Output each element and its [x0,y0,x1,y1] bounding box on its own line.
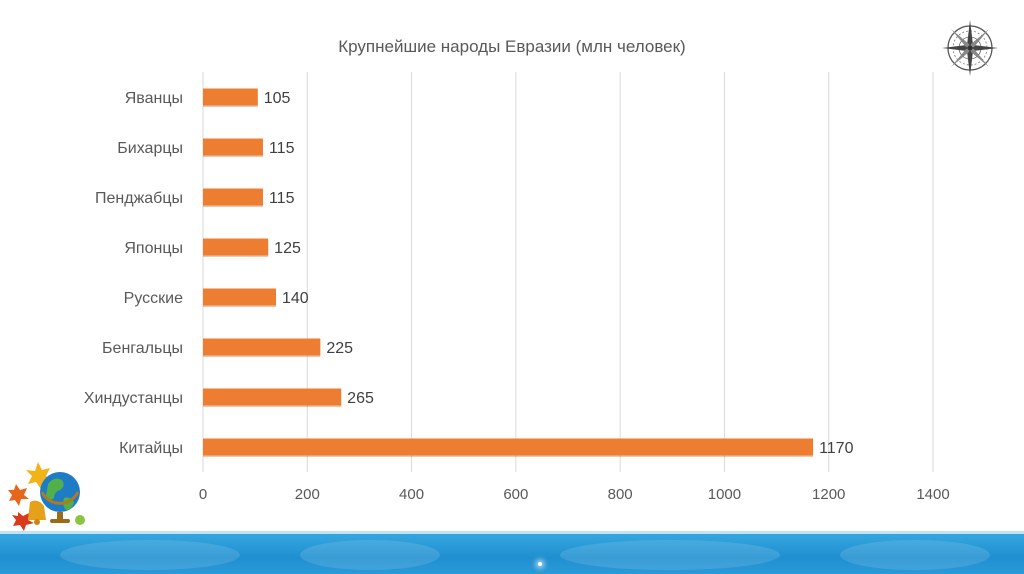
footer-band [0,534,1024,574]
x-tick-label: 200 [295,486,320,503]
bars [203,88,814,457]
category-label: Хиндустанцы [84,390,183,407]
bar [203,338,321,356]
map-continent-shape [560,540,780,570]
data-label: 105 [264,90,291,107]
map-continent-shape [60,540,240,570]
bar [203,88,258,106]
bar [203,288,276,306]
data-label: 265 [347,390,374,407]
bar [203,138,263,156]
bar [203,188,263,206]
x-tick-label: 400 [399,486,424,503]
category-label: Пенджабцы [95,190,183,207]
chart-title: Крупнейшие народы Евразии (млн человек) [338,37,685,56]
x-tick-label: 600 [503,486,528,503]
map-continent-shape [840,540,990,570]
data-label: 140 [282,290,309,307]
x-tick-label: 800 [608,486,633,503]
x-axis-tick-labels: 0 200 400 600 800 1000 1200 1400 [199,486,950,503]
category-label: Яванцы [125,90,183,107]
footer-divider [0,531,1024,534]
sparkle [538,562,542,566]
data-label: 225 [326,340,353,357]
data-label: 115 [269,190,295,207]
bar [203,238,269,256]
bar [203,388,342,406]
category-label: Китайцы [119,440,183,457]
bar [203,438,814,456]
data-label: 125 [274,240,301,257]
x-tick-label: 1000 [708,486,741,503]
data-label: 115 [269,140,295,157]
category-label: Русские [124,290,183,307]
category-label: Японцы [124,240,183,257]
x-tick-label: 1400 [916,486,949,503]
category-label: Бихарцы [117,140,183,157]
category-labels: Яванцы Бихарцы Пенджабцы Японцы Русские Бенга… [84,90,183,457]
map-continent-shape [300,540,440,570]
x-tick-label: 1200 [812,486,845,503]
compass-rose-icon [942,20,998,76]
globe-emblem-icon [8,462,85,531]
gridlines [202,72,934,472]
data-labels: 105 115 115 125 140 225 265 1170 [264,90,854,457]
category-label: Бенгальцы [102,340,183,357]
data-label: 1170 [819,440,854,457]
x-tick-label: 0 [199,486,207,503]
